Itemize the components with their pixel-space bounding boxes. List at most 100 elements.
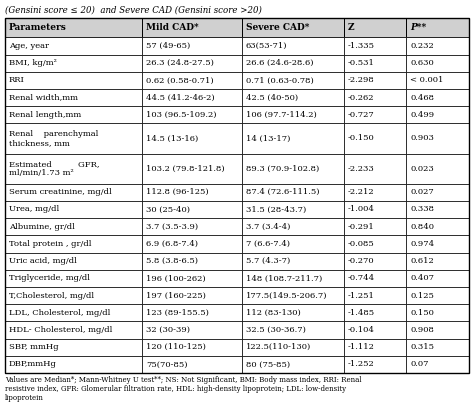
Text: Total protein , gr/dl: Total protein , gr/dl (9, 240, 91, 248)
Text: -0.291: -0.291 (348, 223, 374, 231)
Bar (242, 356, 344, 373)
Text: 197 (160-225): 197 (160-225) (146, 292, 206, 300)
Bar (142, 321, 242, 339)
Bar (406, 287, 469, 304)
Bar (344, 201, 406, 218)
Text: RRI: RRI (9, 76, 25, 84)
Bar (5, 270, 142, 287)
Text: 7 (6.6-7.4): 7 (6.6-7.4) (246, 240, 290, 248)
Text: 26.3 (24.8-27.5): 26.3 (24.8-27.5) (146, 59, 214, 67)
Bar (142, 55, 242, 72)
Text: 0.07: 0.07 (410, 360, 429, 369)
Text: -0.531: -0.531 (348, 59, 374, 67)
Text: 75(70-85): 75(70-85) (146, 360, 187, 369)
Bar (5, 321, 142, 339)
Bar (242, 235, 344, 252)
Text: -1.252: -1.252 (348, 360, 374, 369)
Text: DBP,mmHg: DBP,mmHg (9, 360, 57, 369)
Bar (344, 184, 406, 201)
Text: 26.6 (24.6-28.6): 26.6 (24.6-28.6) (246, 59, 313, 67)
Text: 0.232: 0.232 (410, 42, 434, 50)
Text: Parameters: Parameters (9, 23, 67, 32)
Text: Values are Median*; Mann-Whitney U test**; NS: Not Significant, BMI: Body mass i: Values are Median*; Mann-Whitney U test*… (5, 376, 362, 403)
Text: 87.4 (72.6-111.5): 87.4 (72.6-111.5) (246, 188, 319, 196)
Text: Renal width,mm: Renal width,mm (9, 94, 78, 102)
Text: LDL, Cholesterol, mg/dl: LDL, Cholesterol, mg/dl (9, 309, 110, 317)
Bar (406, 106, 469, 123)
Bar (5, 339, 142, 356)
Text: 0.338: 0.338 (410, 205, 434, 213)
Text: 0.62 (0.58-0.71): 0.62 (0.58-0.71) (146, 76, 213, 84)
Text: 148 (108.7-211.7): 148 (108.7-211.7) (246, 274, 322, 282)
Text: T,Cholesterol, mg/dl: T,Cholesterol, mg/dl (9, 292, 94, 300)
Text: -1.485: -1.485 (348, 309, 375, 317)
Text: 0.150: 0.150 (410, 309, 434, 317)
Bar (406, 89, 469, 106)
Bar (242, 339, 344, 356)
Bar (344, 89, 406, 106)
Text: 0.630: 0.630 (410, 59, 434, 67)
Bar (5, 218, 142, 235)
Text: Triglyceride, mg/dl: Triglyceride, mg/dl (9, 274, 90, 282)
Bar (242, 106, 344, 123)
Bar (242, 184, 344, 201)
Bar (242, 270, 344, 287)
Text: 57 (49-65): 57 (49-65) (146, 42, 190, 50)
Text: Mild CAD*: Mild CAD* (146, 23, 199, 32)
Text: -1.251: -1.251 (348, 292, 374, 300)
Bar (344, 106, 406, 123)
Bar (142, 72, 242, 89)
Text: 0.903: 0.903 (410, 134, 434, 142)
Text: 0.407: 0.407 (410, 274, 434, 282)
Text: -1.335: -1.335 (348, 42, 375, 50)
Text: -2.212: -2.212 (348, 188, 374, 196)
Bar (142, 106, 242, 123)
Bar (142, 154, 242, 184)
Text: 6.9 (6.8-7.4): 6.9 (6.8-7.4) (146, 240, 198, 248)
Text: -0.727: -0.727 (348, 111, 374, 119)
Bar (242, 252, 344, 270)
Bar (5, 55, 142, 72)
Text: Albumine, gr/dl: Albumine, gr/dl (9, 223, 75, 231)
Bar (142, 287, 242, 304)
Text: 120 (110-125): 120 (110-125) (146, 343, 206, 351)
Bar (406, 72, 469, 89)
Bar (5, 154, 142, 184)
Bar (5, 89, 142, 106)
Text: 106 (97.7-114.2): 106 (97.7-114.2) (246, 111, 316, 119)
Text: 32.5 (30-36.7): 32.5 (30-36.7) (246, 326, 306, 334)
Bar (142, 356, 242, 373)
Bar (242, 123, 344, 154)
Text: 0.125: 0.125 (410, 292, 434, 300)
Bar (344, 18, 406, 37)
Text: 42.5 (40-50): 42.5 (40-50) (246, 94, 298, 102)
Text: SBP, mmHg: SBP, mmHg (9, 343, 59, 351)
Bar (406, 184, 469, 201)
Bar (242, 72, 344, 89)
Text: 14.5 (13-16): 14.5 (13-16) (146, 134, 198, 142)
Bar (344, 218, 406, 235)
Bar (142, 218, 242, 235)
Bar (242, 18, 344, 37)
Text: Age, year: Age, year (9, 42, 49, 50)
Bar (142, 18, 242, 37)
Bar (142, 304, 242, 321)
Text: 0.468: 0.468 (410, 94, 434, 102)
Bar (344, 321, 406, 339)
Text: HDL- Cholesterol, mg/dl: HDL- Cholesterol, mg/dl (9, 326, 112, 334)
Bar (406, 55, 469, 72)
Bar (242, 89, 344, 106)
Text: -0.744: -0.744 (348, 274, 375, 282)
Text: 123 (89-155.5): 123 (89-155.5) (146, 309, 209, 317)
Text: 103.2 (79.8-121.8): 103.2 (79.8-121.8) (146, 165, 225, 173)
Bar (5, 201, 142, 218)
Text: BMI, kg/m²: BMI, kg/m² (9, 59, 57, 67)
Bar (344, 270, 406, 287)
Text: 177.5(149.5-206.7): 177.5(149.5-206.7) (246, 292, 327, 300)
Bar (242, 304, 344, 321)
Bar (406, 339, 469, 356)
Bar (406, 356, 469, 373)
Bar (5, 235, 142, 252)
Bar (406, 252, 469, 270)
Text: 0.315: 0.315 (410, 343, 434, 351)
